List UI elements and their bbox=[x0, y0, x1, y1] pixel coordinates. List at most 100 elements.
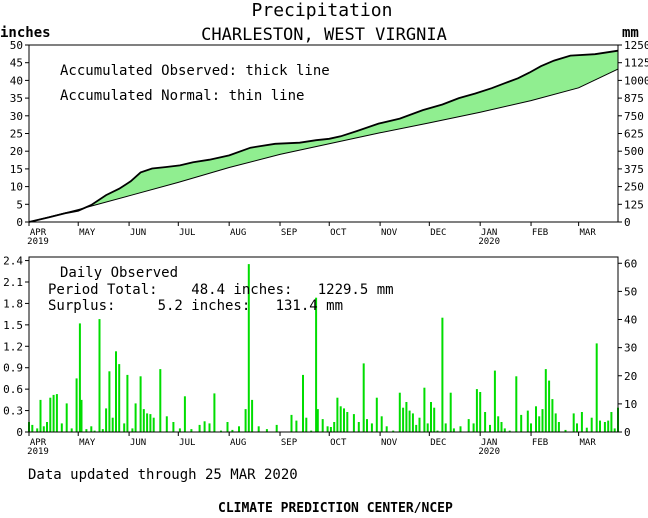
daily-bar bbox=[430, 402, 432, 432]
daily-bar bbox=[36, 428, 39, 432]
accumulated-diff-fill bbox=[99, 198, 102, 204]
accumulated-diff-fill bbox=[161, 167, 164, 187]
accumulated-diff-fill bbox=[568, 55, 571, 91]
accumulated-diff-fill bbox=[312, 140, 315, 148]
accumulated-diff-fill bbox=[142, 171, 145, 192]
accumulated-diff-fill bbox=[580, 55, 583, 87]
accumulated-y2-tick-label: 750 bbox=[624, 110, 644, 123]
accumulated-diff-fill bbox=[565, 56, 568, 92]
accumulated-diff-fill bbox=[306, 141, 309, 149]
accumulated-diff-fill bbox=[293, 142, 296, 152]
accumulated-diff-fill bbox=[97, 200, 100, 205]
daily-bar bbox=[405, 402, 408, 432]
accumulated-y2-tick-label: 1125 bbox=[624, 57, 648, 70]
accumulated-diff-fill bbox=[442, 104, 445, 120]
accumulated-diff-fill bbox=[445, 102, 448, 120]
accumulated-diff-fill bbox=[344, 135, 347, 141]
daily-bar bbox=[118, 364, 121, 432]
daily-bar bbox=[111, 417, 114, 432]
accumulated-diff-fill bbox=[197, 161, 201, 177]
accumulated-diff-fill bbox=[296, 142, 299, 151]
accumulated-diff-fill bbox=[508, 81, 511, 106]
daily-bar bbox=[346, 412, 349, 432]
daily-y-tick-label: 0.9 bbox=[3, 362, 23, 375]
accumulated-x-tick-label: SEP bbox=[281, 228, 298, 238]
accumulated-diff-fill bbox=[599, 53, 602, 78]
accumulated-y-tick-label: 30 bbox=[10, 110, 23, 123]
accumulated-diff-fill bbox=[452, 100, 455, 118]
accumulated-diff-fill bbox=[389, 120, 392, 131]
accumulated-diff-fill bbox=[255, 146, 258, 161]
accumulated-diff-fill bbox=[92, 203, 96, 206]
daily-bar bbox=[108, 371, 111, 432]
accumulated-y-tick-label: 35 bbox=[10, 92, 23, 105]
accumulated-diff-fill bbox=[217, 157, 220, 171]
daily-x-tick-label: AUG bbox=[230, 438, 246, 448]
daily-bar bbox=[554, 413, 557, 432]
daily-bar bbox=[39, 399, 42, 432]
daily-bar bbox=[183, 396, 186, 432]
daily-bar bbox=[375, 397, 378, 432]
daily-bar bbox=[564, 429, 567, 432]
daily-y-tick-label: 0.3 bbox=[3, 405, 23, 418]
accumulated-diff-fill bbox=[288, 143, 291, 153]
accumulated-diff-fill bbox=[547, 63, 550, 96]
accumulated-diff-fill bbox=[281, 143, 284, 154]
left-unit-label: inches bbox=[0, 25, 51, 41]
daily-bar bbox=[302, 374, 304, 432]
daily-bar bbox=[123, 423, 126, 432]
accumulated-diff-fill bbox=[357, 130, 360, 138]
daily-bar bbox=[203, 421, 206, 432]
accumulated-diff-fill bbox=[132, 179, 135, 195]
accumulated-diff-fill bbox=[501, 84, 504, 108]
daily-bar bbox=[352, 414, 355, 432]
daily-bar bbox=[134, 403, 137, 432]
accumulated-diff-fill bbox=[412, 113, 415, 127]
accumulated-diff-fill bbox=[225, 155, 228, 169]
accumulated-diff-fill bbox=[578, 55, 581, 88]
accumulated-diff-fill bbox=[289, 143, 292, 153]
accumulated-axes: 0510152025303540455001252503755006257508… bbox=[10, 39, 648, 247]
accumulated-diff-fill bbox=[284, 143, 287, 154]
daily-y-tick-label: 1.5 bbox=[3, 319, 23, 332]
accumulated-diff-fill bbox=[268, 144, 271, 158]
accumulated-diff-fill bbox=[447, 102, 450, 119]
daily-bar bbox=[31, 424, 34, 432]
daily-bar bbox=[508, 430, 511, 432]
daily-bar bbox=[515, 376, 518, 432]
accumulated-diff-fill bbox=[332, 137, 335, 143]
accumulated-diff-fill bbox=[595, 54, 598, 80]
daily-x-tick-label: SEP bbox=[281, 438, 298, 448]
accumulated-diff-fill bbox=[430, 107, 433, 123]
accumulated-x-tick-label: DEC bbox=[430, 228, 446, 238]
daily-y-tick-label: 2.4 bbox=[3, 255, 23, 268]
accumulated-diff-fill bbox=[260, 145, 263, 160]
accumulated-panel: 0510152025303540455001252503755006257508… bbox=[10, 39, 648, 247]
accumulated-diff-fill bbox=[301, 142, 304, 150]
accumulated-diff-fill bbox=[567, 56, 570, 91]
accumulated-diff-fill bbox=[457, 98, 460, 117]
accumulated-x-tick-label: JUL bbox=[179, 228, 195, 238]
accumulated-diff-fill bbox=[388, 121, 391, 131]
accumulated-y-tick-label: 40 bbox=[10, 74, 23, 87]
daily-y2-tick-label: 40 bbox=[624, 314, 637, 327]
accumulated-diff-fill bbox=[196, 161, 199, 177]
accumulated-diff-fill bbox=[271, 144, 274, 157]
daily-bar bbox=[459, 426, 462, 432]
accumulated-y2-tick-label: 1000 bbox=[624, 74, 648, 87]
accumulated-diff-fill bbox=[307, 141, 310, 149]
accumulated-diff-fill bbox=[166, 166, 169, 186]
daily-bar bbox=[595, 343, 598, 432]
accumulated-lines bbox=[28, 49, 619, 223]
accumulated-diff-fill bbox=[429, 108, 432, 123]
accumulated-diff-fill bbox=[407, 115, 411, 128]
accumulated-diff-fill bbox=[222, 156, 225, 170]
accumulated-diff-fill bbox=[181, 164, 184, 182]
accumulated-diff-fill bbox=[173, 166, 176, 184]
daily-bar bbox=[385, 426, 388, 432]
accumulated-diff-fill bbox=[462, 96, 465, 116]
accumulated-diff-fill bbox=[258, 146, 261, 160]
accumulated-diff-fill bbox=[294, 142, 297, 152]
accumulated-diff-fill bbox=[572, 55, 575, 90]
